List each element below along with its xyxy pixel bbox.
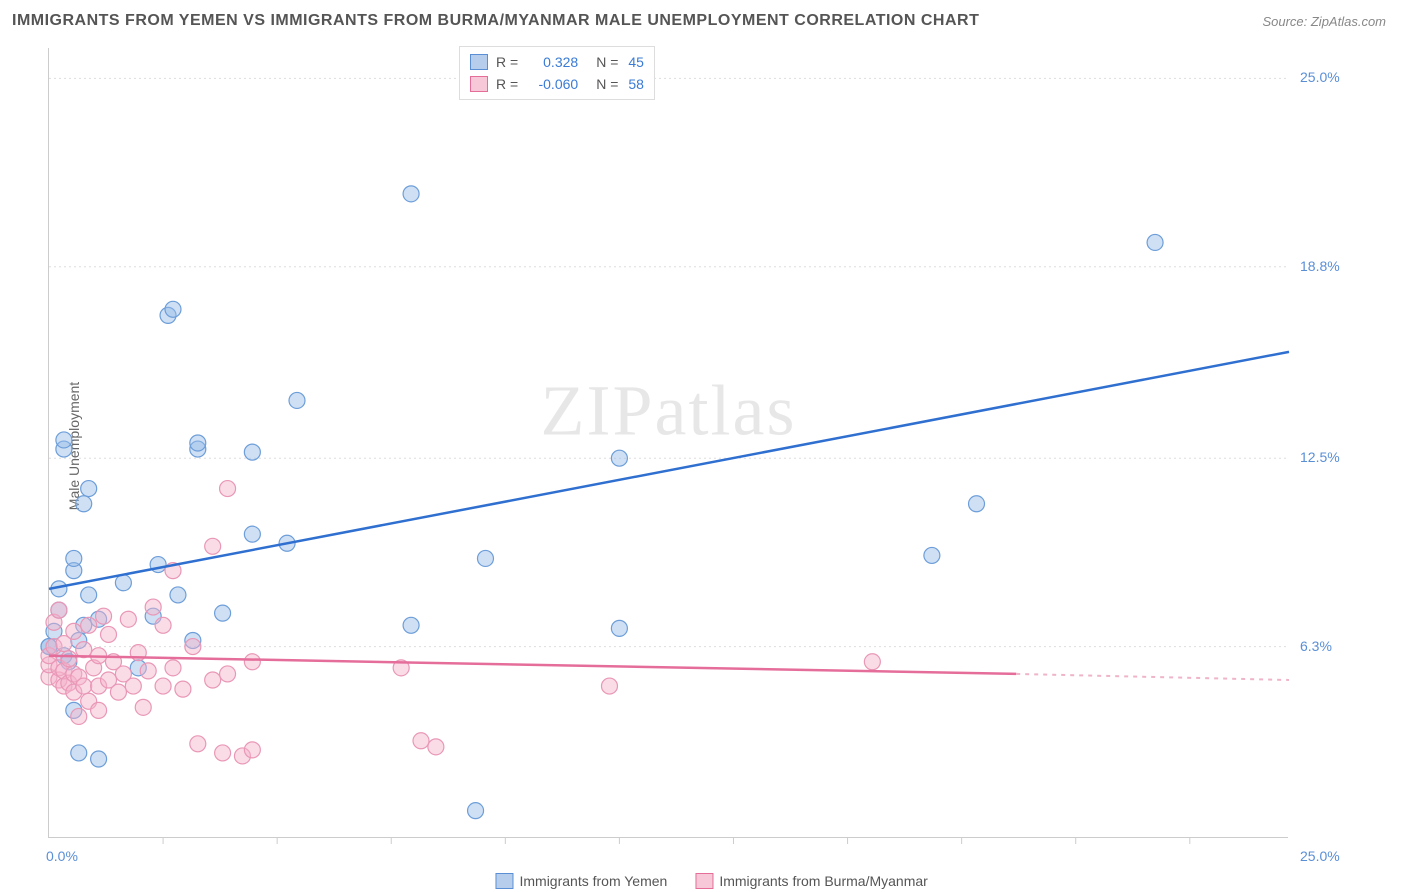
x-tick-label: 25.0% (1300, 848, 1340, 864)
stats-row-burma: R = -0.060 N = 58 (470, 73, 644, 95)
y-tick-label: 6.3% (1300, 638, 1332, 654)
y-tick-label: 18.8% (1300, 258, 1340, 274)
swatch-pink-icon (470, 76, 488, 92)
plot-svg (49, 48, 1288, 837)
plot-area: ZIPatlas R = 0.328 N = 45 R = -0.060 N =… (48, 48, 1288, 838)
r-label: R = (496, 76, 518, 92)
source-label: Source: ZipAtlas.com (1262, 14, 1386, 29)
swatch-blue-icon (495, 873, 513, 889)
legend-item-yemen: Immigrants from Yemen (495, 873, 667, 889)
x-tick-label: 0.0% (46, 848, 78, 864)
correlation-chart: IMMIGRANTS FROM YEMEN VS IMMIGRANTS FROM… (0, 0, 1406, 892)
legend-label: Immigrants from Burma/Myanmar (719, 873, 927, 889)
series-legend: Immigrants from Yemen Immigrants from Bu… (495, 873, 927, 889)
stats-legend: R = 0.328 N = 45 R = -0.060 N = 58 (459, 46, 655, 100)
legend-label: Immigrants from Yemen (519, 873, 667, 889)
n-label: N = (596, 76, 618, 92)
swatch-pink-icon (695, 873, 713, 889)
stats-row-yemen: R = 0.328 N = 45 (470, 51, 644, 73)
legend-item-burma: Immigrants from Burma/Myanmar (695, 873, 927, 889)
n-value: 45 (628, 54, 644, 70)
y-tick-label: 25.0% (1300, 69, 1340, 85)
r-value: -0.060 (528, 76, 578, 92)
swatch-blue-icon (470, 54, 488, 70)
chart-title: IMMIGRANTS FROM YEMEN VS IMMIGRANTS FROM… (12, 12, 979, 30)
r-value: 0.328 (528, 54, 578, 70)
n-label: N = (596, 54, 618, 70)
y-tick-label: 12.5% (1300, 449, 1340, 465)
r-label: R = (496, 54, 518, 70)
n-value: 58 (628, 76, 644, 92)
